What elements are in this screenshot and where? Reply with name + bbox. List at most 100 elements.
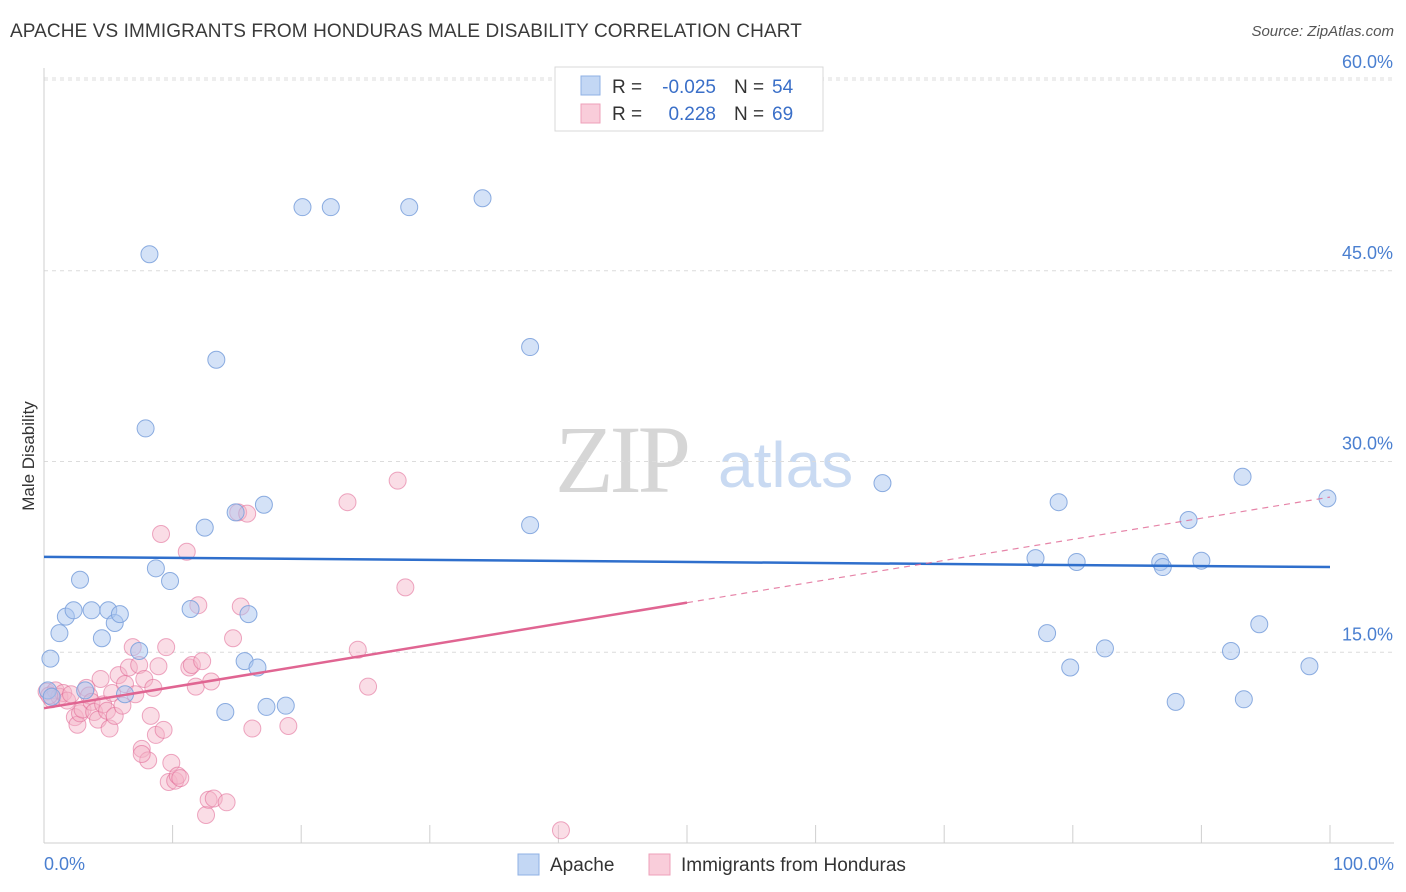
- y-tick-label: 45.0%: [1342, 243, 1393, 263]
- legend-swatch-apache: [580, 75, 601, 96]
- x-tick-label-max: 100.0%: [1333, 854, 1394, 874]
- point-apache: [216, 703, 235, 722]
- point-honduras: [193, 652, 212, 671]
- y-tick-label: 30.0%: [1342, 434, 1393, 454]
- point-honduras: [91, 669, 110, 688]
- point-apache: [207, 350, 226, 369]
- point-honduras: [348, 640, 367, 659]
- point-apache: [161, 572, 180, 591]
- point-apache: [71, 570, 90, 589]
- series-legend: Apache Immigrants from Honduras: [517, 853, 906, 876]
- point-apache: [82, 601, 101, 620]
- legend-r-value-honduras: 0.228: [668, 104, 716, 125]
- legend-r-label-honduras: R =: [612, 104, 642, 125]
- point-apache: [873, 474, 892, 493]
- point-honduras: [144, 678, 163, 697]
- point-apache: [1300, 657, 1319, 676]
- point-apache: [1250, 615, 1269, 634]
- point-apache: [1153, 558, 1172, 577]
- point-honduras: [182, 655, 201, 674]
- point-apache: [195, 518, 214, 537]
- point-honduras: [171, 769, 190, 788]
- x-ticks: [172, 825, 1331, 843]
- point-apache: [64, 601, 83, 620]
- point-apache: [130, 641, 149, 660]
- point-honduras: [388, 471, 407, 490]
- point-honduras: [217, 793, 236, 812]
- point-apache: [1038, 624, 1057, 643]
- point-honduras: [119, 658, 138, 677]
- point-apache: [41, 649, 60, 668]
- point-honduras: [105, 706, 124, 725]
- legend-r-value-apache: -0.025: [662, 77, 716, 98]
- legend-n-label-honduras: N =: [734, 104, 764, 125]
- point-apache: [293, 198, 312, 217]
- axes: [43, 68, 1394, 844]
- point-honduras: [197, 806, 216, 825]
- point-apache: [226, 503, 245, 522]
- point-honduras: [139, 751, 158, 770]
- point-honduras: [224, 629, 243, 648]
- point-honduras: [243, 719, 262, 738]
- point-apache: [1234, 690, 1253, 709]
- point-apache: [400, 198, 419, 217]
- y-tick-label: 60.0%: [1342, 52, 1393, 72]
- point-honduras: [154, 720, 173, 739]
- point-apache: [239, 605, 258, 624]
- point-honduras: [551, 821, 570, 840]
- point-apache: [276, 696, 295, 715]
- point-honduras: [168, 766, 187, 785]
- point-honduras: [359, 677, 378, 696]
- point-honduras: [177, 542, 196, 561]
- point-honduras: [396, 578, 415, 597]
- point-apache: [146, 559, 165, 578]
- point-apache: [92, 629, 111, 648]
- legend-bottom-swatch-apache: [517, 853, 540, 876]
- point-apache: [1061, 658, 1080, 677]
- point-apache: [1221, 641, 1240, 660]
- point-apache: [140, 245, 159, 264]
- trend-line-apache: [43, 555, 1331, 569]
- legend-swatch-honduras: [580, 103, 601, 124]
- point-apache: [42, 687, 61, 706]
- x-tick-label-min: 0.0%: [44, 854, 85, 874]
- point-apache: [1095, 639, 1114, 658]
- point-apache: [1026, 549, 1045, 568]
- y-tick-labels: 15.0% 30.0% 45.0% 60.0%: [1342, 52, 1393, 644]
- point-apache: [110, 605, 129, 624]
- y-axis-title: Male Disability: [19, 401, 38, 511]
- point-apache: [50, 624, 69, 643]
- point-apache: [1233, 467, 1252, 486]
- point-honduras: [279, 717, 298, 736]
- point-honduras: [338, 493, 357, 512]
- watermark-atlas: atlas: [718, 429, 853, 501]
- trend-lines: [43, 496, 1331, 710]
- point-apache: [1049, 493, 1068, 512]
- point-apache: [136, 419, 155, 438]
- y-tick-label: 15.0%: [1342, 624, 1393, 644]
- point-honduras: [132, 744, 151, 763]
- point-apache: [521, 516, 540, 535]
- point-honduras: [159, 772, 178, 791]
- point-honduras: [166, 771, 185, 790]
- legend-n-value-apache: 54: [772, 77, 794, 98]
- legend-r-label-apache: R =: [612, 77, 642, 98]
- point-honduras: [186, 677, 205, 696]
- legend-bottom-label-honduras: Immigrants from Honduras: [681, 855, 906, 876]
- legend-bottom-swatch-honduras: [648, 853, 671, 876]
- point-honduras: [152, 524, 171, 543]
- legend-bottom-label-apache: Apache: [550, 855, 614, 876]
- trend-line-honduras: [43, 601, 688, 710]
- trend-line-honduras-extrapolated: [686, 496, 1331, 604]
- point-honduras: [109, 666, 128, 685]
- point-honduras: [132, 739, 151, 758]
- chart-source: Source: ZipAtlas.com: [1251, 23, 1394, 40]
- point-apache: [76, 681, 95, 700]
- watermark-zip: ZIP: [555, 406, 688, 513]
- legend-n-label-apache: N =: [734, 77, 764, 98]
- chart-title: APACHE VS IMMIGRANTS FROM HONDURAS MALE …: [10, 21, 802, 42]
- point-apache: [321, 198, 340, 217]
- point-apache: [181, 600, 200, 619]
- point-apache: [257, 697, 276, 716]
